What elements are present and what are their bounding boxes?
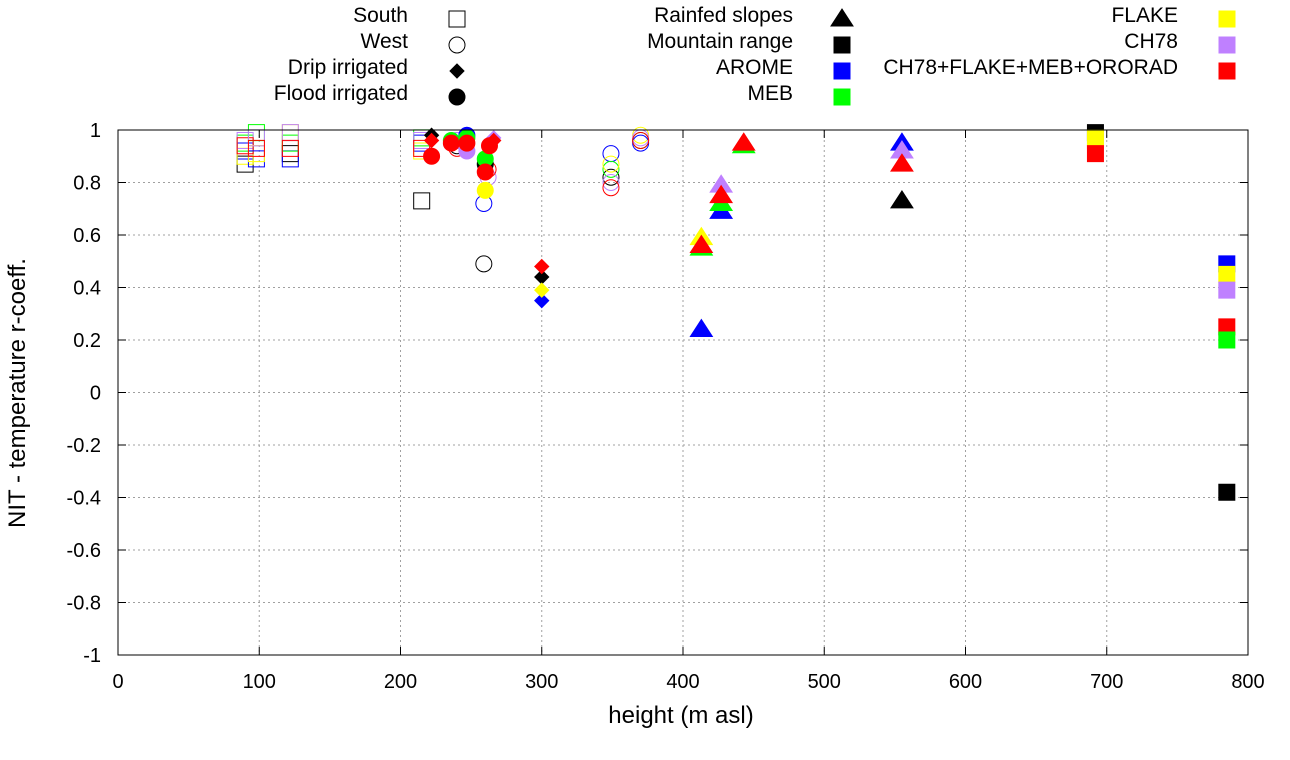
legend-label: Drip irrigated <box>288 56 408 79</box>
data-point <box>602 179 620 197</box>
x-tick-label: 700 <box>1090 671 1123 693</box>
data-points <box>236 124 1236 501</box>
legend-label: South <box>353 4 408 27</box>
x-tick-label: 800 <box>1231 671 1264 693</box>
data-point <box>602 155 620 173</box>
y-tick-label: 0.4 <box>73 278 101 300</box>
data-point <box>475 255 493 273</box>
x-tick-label: 400 <box>666 671 699 693</box>
legend-label: CH78 <box>1124 30 1178 53</box>
x-tick-label: 300 <box>525 671 558 693</box>
x-tick-label: 200 <box>384 671 417 693</box>
data-point <box>534 258 550 275</box>
legend-marker <box>1218 10 1236 28</box>
data-point <box>1086 145 1104 163</box>
data-point <box>1218 331 1236 349</box>
data-point <box>423 132 440 149</box>
data-point <box>281 124 299 142</box>
data-point <box>281 124 299 142</box>
y-tick-label: 0.8 <box>73 173 101 195</box>
data-point <box>602 145 620 163</box>
data-point <box>689 318 714 337</box>
legend-marker <box>448 88 466 106</box>
data-point <box>281 134 299 152</box>
data-point <box>890 189 914 209</box>
legend-label: Flood irrigated <box>274 82 408 105</box>
data-point <box>247 139 265 157</box>
y-tick-label: -0.4 <box>67 488 101 510</box>
data-point <box>476 163 494 181</box>
legend-marker <box>1218 36 1236 54</box>
x-tick-label: 0 <box>112 671 123 693</box>
legend-label: FLAKE <box>1111 4 1178 27</box>
legend-marker <box>833 36 851 54</box>
y-tick-label: 1 <box>90 120 101 142</box>
data-point <box>534 282 550 298</box>
legend-label: West <box>361 30 409 53</box>
data-point <box>602 160 620 178</box>
data-point <box>890 153 914 172</box>
x-tick-label: 100 <box>243 671 276 693</box>
legend-marker <box>833 88 851 106</box>
data-point <box>689 234 714 253</box>
data-point <box>1218 281 1236 299</box>
y-tick-label: 0.6 <box>73 225 101 247</box>
data-point <box>281 139 299 157</box>
y-tick-label: -0.2 <box>67 435 101 457</box>
axis-ticks: 0 100 200 300 400 500 600 700 800 -1 -0.8 -0.6 -0.4 -… <box>67 120 1265 693</box>
data-point <box>476 181 494 199</box>
legend-marker <box>448 36 466 54</box>
data-point <box>423 147 441 165</box>
y-tick-label: 0 <box>90 383 101 405</box>
y-tick-label: 0.2 <box>73 330 101 352</box>
data-point <box>458 134 476 152</box>
legend-label: Rainfed slopes <box>654 4 793 27</box>
legend-marker <box>833 62 851 80</box>
y-tick-label: -0.8 <box>67 593 101 615</box>
plot-frame <box>117 129 1249 656</box>
x-axis-label: height (m asl) <box>608 702 753 729</box>
data-point <box>413 192 431 210</box>
legend-label: Mountain range <box>647 30 793 53</box>
data-point <box>281 145 299 163</box>
legend: South West Drip irrigated Flood irrigated Ra… <box>274 4 1236 106</box>
grid <box>118 130 1248 655</box>
y-tick-label: -1 <box>83 645 101 667</box>
y-tick-label: -0.6 <box>67 540 101 562</box>
data-point <box>442 134 460 152</box>
data-point <box>1218 483 1236 501</box>
data-point <box>632 132 650 149</box>
legend-label: AROME <box>716 56 793 79</box>
data-point <box>1086 129 1104 147</box>
legend-marker <box>830 8 854 27</box>
legend-marker <box>448 10 466 28</box>
data-point <box>480 137 498 155</box>
x-tick-label: 600 <box>949 671 982 693</box>
data-point <box>602 174 620 191</box>
legend-label: CH78+FLAKE+MEB+ORORAD <box>883 56 1178 79</box>
data-point <box>602 168 620 186</box>
data-point <box>281 150 299 168</box>
data-point <box>709 184 734 204</box>
data-point <box>534 292 550 309</box>
legend-marker <box>449 63 465 79</box>
data-point <box>731 132 756 151</box>
y-axis-label: NIT - temperature r-coeff. <box>4 258 31 528</box>
legend-marker <box>1218 62 1236 80</box>
x-tick-label: 500 <box>808 671 841 693</box>
legend-label: MEB <box>747 82 793 105</box>
data-point <box>1218 265 1236 283</box>
